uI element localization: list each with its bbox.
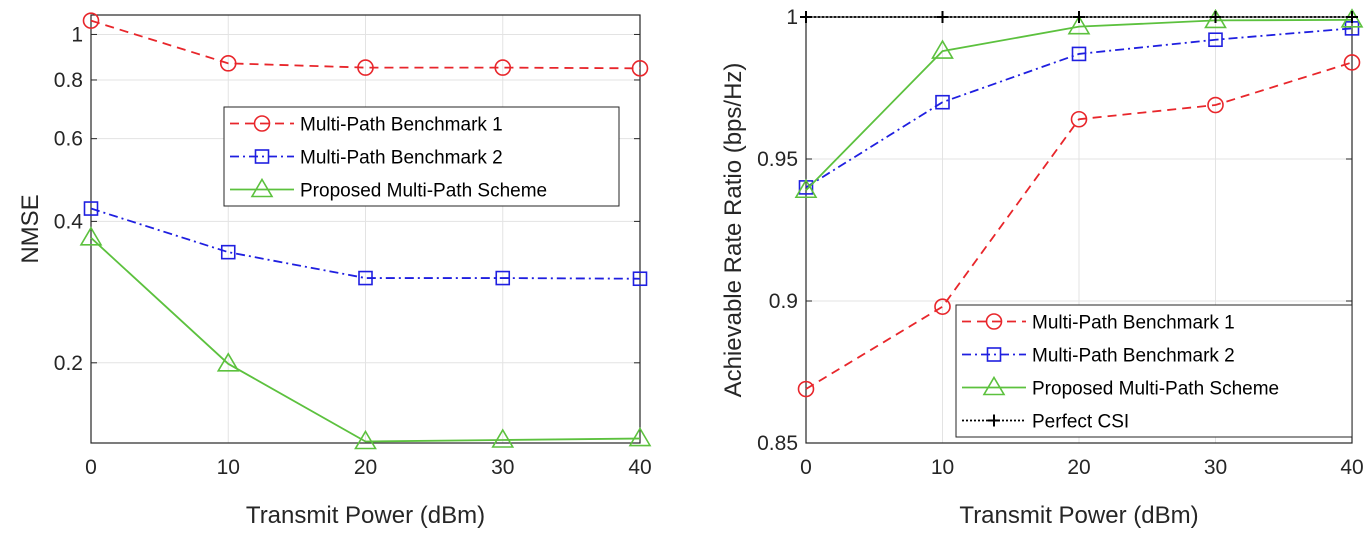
x-tick-label: 10 xyxy=(931,456,954,479)
data-point xyxy=(936,11,949,23)
x-tick-label: 30 xyxy=(491,456,514,479)
legend-label: Multi-Path Benchmark 1 xyxy=(1032,313,1235,334)
data-point xyxy=(1346,11,1358,23)
legend-entry: Multi-Path Benchmark 1 xyxy=(962,313,1235,334)
legend-label: Perfect CSI xyxy=(1032,412,1129,433)
series-line xyxy=(90,237,641,443)
y-tick-label: 0.6 xyxy=(54,128,83,151)
legend-entry: Multi-Path Benchmark 1 xyxy=(230,115,503,136)
data-point xyxy=(931,39,954,59)
legend-label: Proposed Multi-Path Scheme xyxy=(300,181,547,202)
x-tick-label: 0 xyxy=(800,456,812,479)
legend: Multi-Path Benchmark 1 Multi-Path Benchma… xyxy=(955,304,1353,438)
data-point xyxy=(1208,32,1223,48)
legend-entry: Multi-Path Benchmark 2 xyxy=(962,346,1235,367)
data-point xyxy=(220,244,236,260)
data-point xyxy=(357,59,374,76)
rate-ratio-chart: 0 10 20 30 40 0.85 0.9 0.95 1 Transmit Power (dBm… xyxy=(720,6,1364,529)
series-line xyxy=(805,18,1353,191)
x-axis-label: Transmit Power (dBm) xyxy=(959,502,1198,529)
data-point xyxy=(797,380,815,398)
legend-marker xyxy=(988,414,1000,427)
data-point xyxy=(79,226,103,246)
data-point xyxy=(82,12,100,29)
data-point xyxy=(216,352,240,372)
y-axis-label: NMSE xyxy=(17,194,44,263)
x-tick-label: 10 xyxy=(217,456,240,479)
y-tick-label: 0.85 xyxy=(757,432,798,455)
y-tick-label: 0.8 xyxy=(54,69,83,92)
series-line xyxy=(805,27,1353,189)
data-point xyxy=(800,11,812,23)
legend-marker xyxy=(982,375,1006,396)
series-3 xyxy=(800,11,1358,23)
legend-label: Multi-Path Benchmark 1 xyxy=(300,115,503,136)
legend-box xyxy=(955,304,1353,438)
data-point xyxy=(1207,96,1224,114)
legend-entry: Multi-Path Benchmark 2 xyxy=(230,148,503,169)
data-point xyxy=(354,429,377,450)
legend-entry: Perfect CSI xyxy=(962,412,1129,433)
legend-label: Multi-Path Benchmark 2 xyxy=(300,148,503,169)
data-point xyxy=(1340,8,1364,28)
nmse-chart: 0 10 20 30 40 0.2 0.4 0.6 0.8 1 Transmit Power (dB… xyxy=(17,12,652,529)
data-point xyxy=(935,94,950,110)
data-point xyxy=(1067,15,1091,35)
legend: Multi-Path Benchmark 1 Multi-Path Benchma… xyxy=(223,106,620,207)
legend-marker xyxy=(985,313,1003,330)
y-tick-label: 1 xyxy=(786,6,798,29)
legend-marker xyxy=(253,115,271,132)
data-point xyxy=(1209,11,1222,23)
data-point xyxy=(1343,54,1361,71)
x-tick-label: 40 xyxy=(628,456,651,479)
x-tick-label: 20 xyxy=(354,456,377,479)
x-tick-label: 30 xyxy=(1204,456,1227,479)
data-point xyxy=(1071,46,1087,62)
legend-entry: Proposed Multi-Path Scheme xyxy=(962,375,1279,400)
legend-label: Multi-Path Benchmark 2 xyxy=(1032,346,1235,367)
data-point xyxy=(491,428,515,448)
data-point xyxy=(358,270,373,286)
legend-label: Proposed Multi-Path Scheme xyxy=(1032,379,1279,400)
series-line xyxy=(805,61,1353,390)
x-axis-label: Transmit Power (dBm) xyxy=(246,502,485,529)
series-0 xyxy=(82,12,649,77)
data-point xyxy=(83,201,99,216)
series-1 xyxy=(83,201,648,287)
y-tick-label: 0.4 xyxy=(54,210,84,233)
data-point xyxy=(1070,110,1088,128)
data-point xyxy=(219,55,237,72)
legend-marker xyxy=(986,347,1002,362)
data-point xyxy=(934,298,951,315)
data-point xyxy=(1073,11,1085,23)
series-line xyxy=(90,19,641,70)
series-2 xyxy=(79,226,652,450)
legend-entry: Proposed Multi-Path Scheme xyxy=(230,177,547,202)
legend-marker xyxy=(254,149,270,164)
series-2 xyxy=(794,8,1364,199)
data-point xyxy=(495,270,511,286)
y-tick-label: 0.9 xyxy=(769,290,798,313)
data-point xyxy=(794,178,818,199)
data-point xyxy=(632,271,648,287)
data-point xyxy=(628,426,652,447)
series-line xyxy=(90,207,641,280)
x-tick-label: 20 xyxy=(1067,456,1090,479)
legend-marker xyxy=(250,177,274,198)
x-tick-label: 40 xyxy=(1340,456,1363,479)
y-axis-label: Achievable Rate Ratio (bps/Hz) xyxy=(720,63,747,398)
data-point xyxy=(631,60,649,77)
x-tick-label: 0 xyxy=(85,456,97,479)
y-tick-label: 0.2 xyxy=(54,352,83,375)
data-point xyxy=(494,59,512,76)
y-tick-label: 0.95 xyxy=(757,148,798,171)
y-tick-label: 1 xyxy=(71,23,83,46)
series-0 xyxy=(797,54,1361,398)
data-point xyxy=(1204,8,1227,29)
